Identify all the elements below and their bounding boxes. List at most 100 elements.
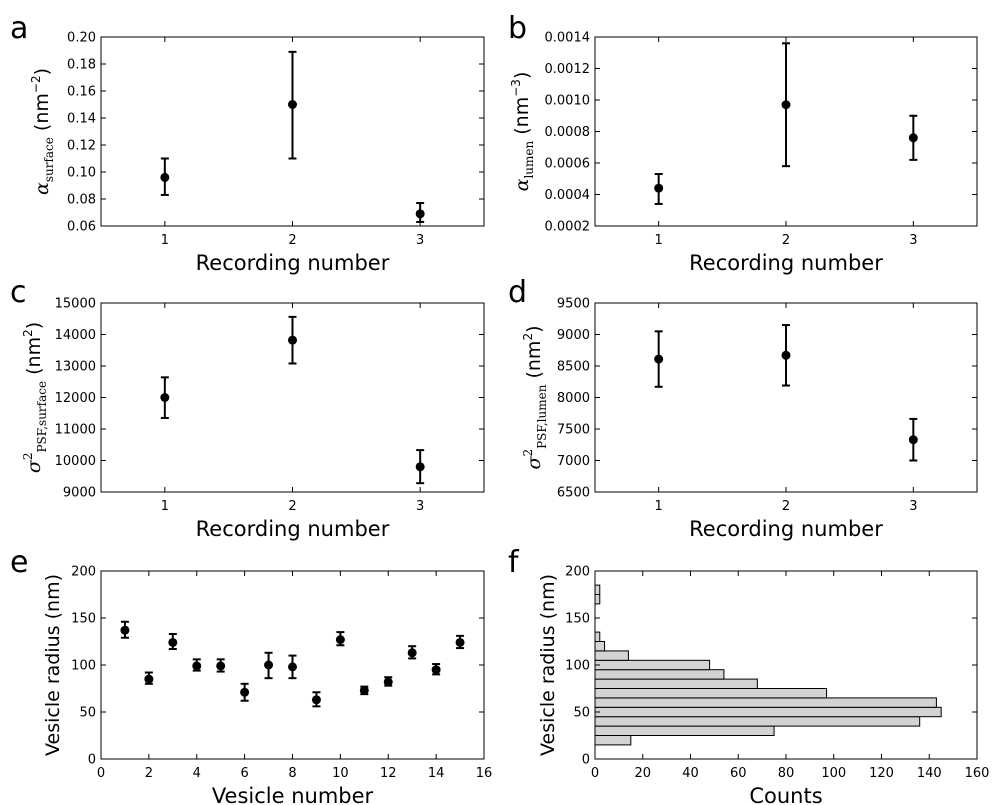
y-axis-label: σ2PSF,surface (nm2) xyxy=(21,322,49,473)
y-tick-label: 150 xyxy=(71,612,96,627)
data-point xyxy=(160,172,170,182)
histogram-bar xyxy=(594,584,601,595)
data-point xyxy=(654,354,664,364)
x-axis-label: Vesicle number xyxy=(212,784,374,805)
y-tick-label: 0.0006 xyxy=(545,157,591,172)
y-tick-label: 6500 xyxy=(557,486,590,501)
x-tick-label: 0 xyxy=(97,766,105,781)
y-tick-label: 150 xyxy=(565,612,590,627)
y-tick-label: 11000 xyxy=(55,423,96,438)
x-tick-label: 3 xyxy=(416,499,424,514)
y-tick-label: 0.0002 xyxy=(545,220,591,235)
x-axis-label: Recording number xyxy=(196,517,390,541)
x-tick-label: 12 xyxy=(380,766,397,781)
x-tick-label: 2 xyxy=(145,766,153,781)
y-tick-label: 0.18 xyxy=(67,58,96,73)
x-tick-label: 40 xyxy=(682,766,699,781)
x-tick-label: 14 xyxy=(428,766,445,781)
data-point xyxy=(407,648,417,658)
panel-letter: f xyxy=(508,545,520,580)
x-axis-label: Counts xyxy=(749,784,822,805)
x-tick-label: 16 xyxy=(476,766,493,781)
histogram-bar xyxy=(594,688,828,699)
y-tick-label: 12000 xyxy=(55,391,96,406)
histogram-bar xyxy=(594,716,921,727)
panel-letter: e xyxy=(10,545,28,580)
y-tick-label: 7500 xyxy=(557,423,590,438)
y-label-subscript: surface xyxy=(42,137,56,182)
x-tick-label: 80 xyxy=(778,766,795,781)
y-tick-label: 50 xyxy=(573,706,590,721)
data-point xyxy=(192,661,202,671)
y-tick-label: 0.20 xyxy=(67,31,96,46)
y-label-unit-sup: −3 xyxy=(509,79,523,97)
y-label-symbol: σ xyxy=(523,456,545,470)
y-label-symbol: α xyxy=(31,182,53,195)
x-tick-label: 120 xyxy=(869,766,894,781)
x-tick-label: 1 xyxy=(161,499,169,514)
data-point xyxy=(359,685,369,695)
y-tick-label: 14000 xyxy=(55,328,96,343)
histogram-bar xyxy=(594,650,629,661)
data-point xyxy=(908,435,918,445)
data-point xyxy=(144,674,154,684)
y-axis-label: σ2PSF,lumen (nm2) xyxy=(521,325,549,469)
x-tick-label: 1 xyxy=(655,233,663,248)
x-axis-label: Recording number xyxy=(196,251,390,275)
y-label-symbol: σ xyxy=(23,459,45,473)
y-tick-label: 0.0008 xyxy=(545,125,591,140)
y-tick-label: 100 xyxy=(565,659,590,674)
data-point xyxy=(415,209,425,219)
panel-a: a 1 2 3 0.06 0.08 0.10 0.12 0.14 0.16 0.18 0.20 Reco… xyxy=(10,11,485,275)
y-tick-label: 9000 xyxy=(557,328,590,343)
histogram-bar xyxy=(594,594,601,605)
data-point xyxy=(654,183,664,193)
data-point xyxy=(168,637,178,647)
panel-c: c 1 2 3 9000 10000 11000 12000 13000 14000 15000 Re… xyxy=(10,275,485,541)
y-tick-label: 0.16 xyxy=(67,85,96,100)
y-tick-label: 8500 xyxy=(557,360,590,375)
x-tick-label: 3 xyxy=(909,233,917,248)
data-point xyxy=(160,393,170,402)
panel-letter: d xyxy=(508,275,527,310)
panel-e: e 0 2 4 6 8 10 12 14 16 0 50 100 150 200 Vesicle number… xyxy=(10,545,492,805)
histogram-bar xyxy=(594,678,758,689)
data-point xyxy=(288,100,297,109)
y-label-subscript: PSF,surface xyxy=(35,381,49,453)
panel-d: d 1 2 3 6500 7000 7500 8000 8500 9000 9500 Recordin… xyxy=(508,275,978,541)
y-tick-label: 0.14 xyxy=(67,112,96,127)
y-label-sup: 2 xyxy=(21,453,35,461)
x-tick-label: 60 xyxy=(730,766,747,781)
y-label-unit-sup: −2 xyxy=(29,75,43,93)
y-label-unit-sup: 2 xyxy=(521,333,535,341)
y-label-unit: (nm xyxy=(23,337,45,381)
y-tick-label: 0.06 xyxy=(67,220,96,235)
y-tick-label: 0.0004 xyxy=(545,188,591,203)
y-tick-label: 200 xyxy=(565,565,590,580)
y-label-unit: (nm xyxy=(511,97,533,141)
y-tick-label: 0.0014 xyxy=(545,31,591,46)
histogram-bar xyxy=(594,725,775,736)
y-tick-label: 9500 xyxy=(557,297,590,312)
histogram-bar xyxy=(594,697,937,708)
y-tick-label: 0 xyxy=(88,753,96,768)
y-tick-label: 100 xyxy=(71,659,96,674)
panel-letter: a xyxy=(10,11,28,46)
data-point xyxy=(415,462,425,472)
x-tick-label: 2 xyxy=(288,233,296,248)
x-tick-label: 6 xyxy=(240,766,248,781)
y-tick-label: 10000 xyxy=(55,454,96,469)
y-tick-label: 0.0010 xyxy=(545,94,591,109)
y-tick-label: 50 xyxy=(79,706,96,721)
x-tick-label: 1 xyxy=(655,499,663,514)
y-axis-label: Vesicle radius (nm) xyxy=(537,574,559,756)
data-point xyxy=(908,133,918,143)
data-point xyxy=(288,335,297,345)
y-label-symbol: α xyxy=(511,178,533,191)
data-point xyxy=(335,635,345,645)
x-tick-label: 10 xyxy=(332,766,349,781)
data-point xyxy=(216,661,226,671)
y-label-subscript: lumen xyxy=(522,140,536,178)
y-tick-label: 0.10 xyxy=(67,166,96,181)
y-label-unit-close: ) xyxy=(23,322,45,329)
